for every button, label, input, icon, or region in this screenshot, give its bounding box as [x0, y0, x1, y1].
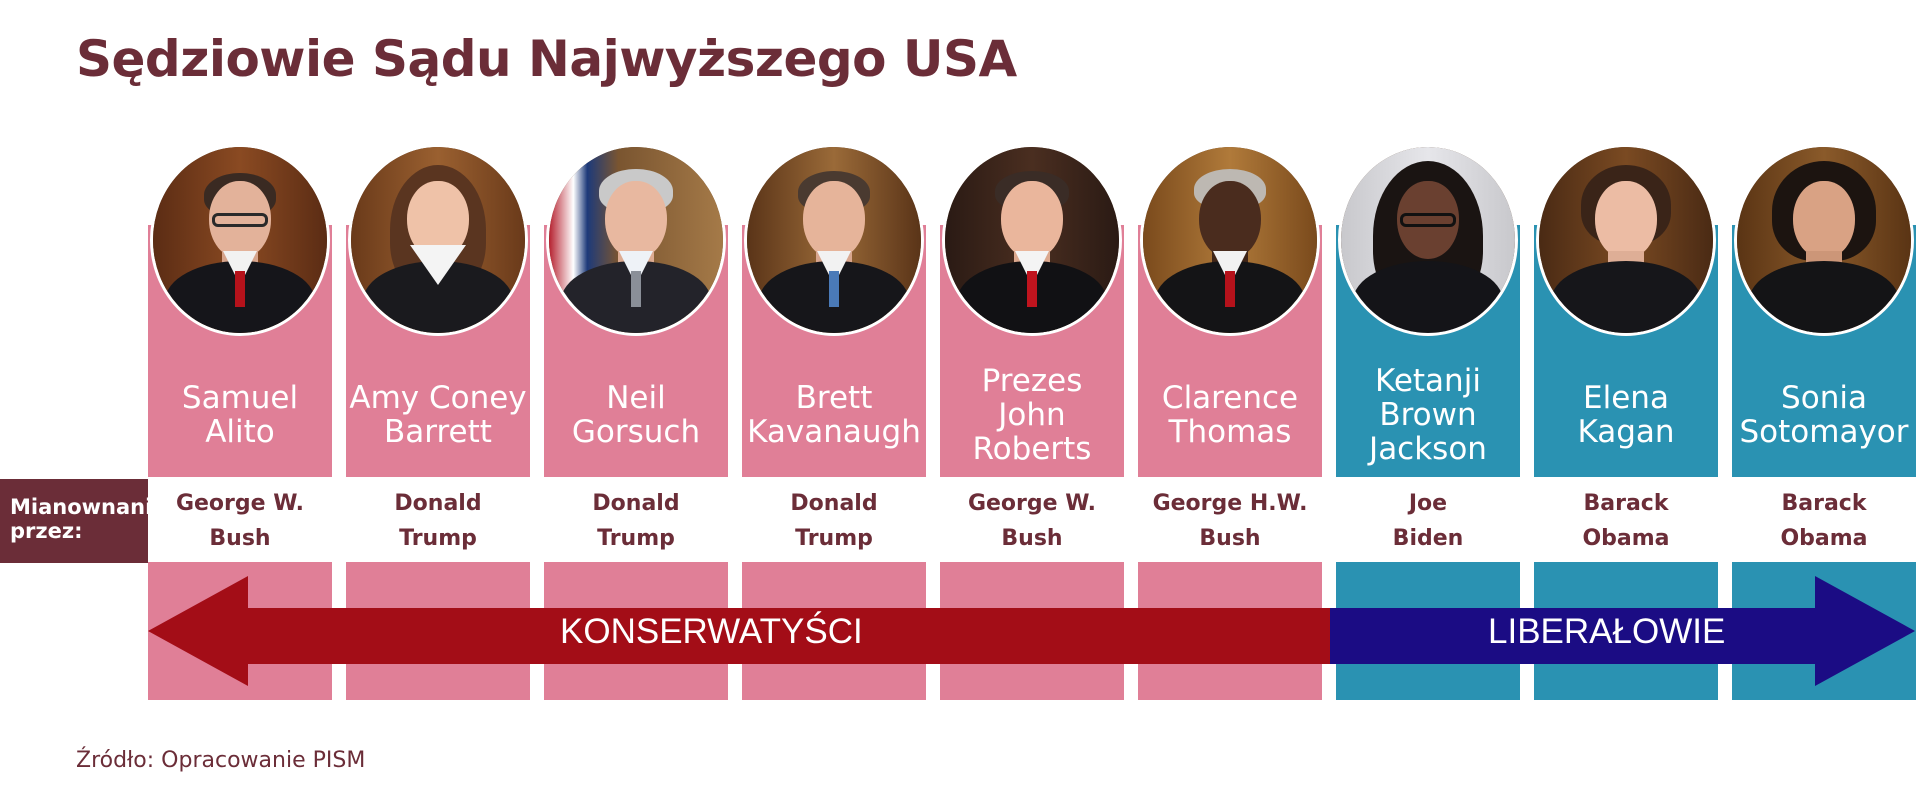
justice-name: Ketanji Brown Jackson	[1369, 363, 1487, 467]
justice-portrait	[1140, 144, 1320, 336]
page-title: Sędziowie Sądu Najwyższego USA	[76, 30, 1017, 88]
justice-portrait	[1338, 144, 1518, 336]
conservative-label: KONSERWATYŚCI	[560, 612, 863, 651]
justice-portrait	[348, 144, 528, 336]
justice-portrait	[744, 144, 924, 336]
appointed-by: Joe Biden	[1392, 491, 1464, 551]
justice-name: Amy Coney Barrett	[349, 380, 527, 450]
appointed-by-label: Mianownani przez:	[0, 479, 152, 563]
justice-card: Clarence Thomas George H.W. Bush	[1138, 0, 1322, 800]
appointed-by: Donald Trump	[394, 491, 482, 551]
appointed-by: Barack Obama	[1582, 491, 1670, 551]
justice-card: Sonia Sotomayor Barack Obama	[1732, 0, 1916, 800]
appointed-by: George W. Bush	[175, 491, 305, 551]
justice-card: Amy Coney Barrett Donald Trump	[346, 0, 530, 800]
appointed-by: Barack Obama	[1780, 491, 1868, 551]
justice-name: Prezes John Roberts	[972, 363, 1092, 467]
appointed-by: Donald Trump	[790, 491, 878, 551]
justice-card: Samuel Alito George W. Bush	[148, 0, 332, 800]
justice-name: Neil Gorsuch	[571, 380, 701, 450]
appointed-by: George H.W. Bush	[1152, 491, 1308, 551]
justice-portrait	[150, 144, 330, 336]
justice-name: Elena Kagan	[1577, 380, 1675, 450]
liberal-label: LIBERAŁOWIE	[1488, 612, 1726, 651]
liberal-arrow	[1330, 576, 1915, 686]
justice-name: Clarence Thomas	[1161, 380, 1299, 450]
justice-name: Sonia Sotomayor	[1739, 380, 1909, 450]
source-note: Źródło: Opracowanie PISM	[76, 748, 366, 773]
justice-card: Ketanji Brown Jackson Joe Biden	[1336, 0, 1520, 800]
justice-portrait	[942, 144, 1122, 336]
appointed-by: George W. Bush	[967, 491, 1097, 551]
justice-card: Elena Kagan Barack Obama	[1534, 0, 1718, 800]
justice-name: Samuel Alito	[181, 380, 299, 450]
justice-name: Brett Kavanaugh	[747, 380, 921, 450]
justice-portrait	[1536, 144, 1716, 336]
justice-portrait	[546, 144, 726, 336]
appointed-by: Donald Trump	[592, 491, 680, 551]
justice-portrait	[1734, 144, 1914, 336]
conservative-arrow	[148, 576, 1330, 686]
